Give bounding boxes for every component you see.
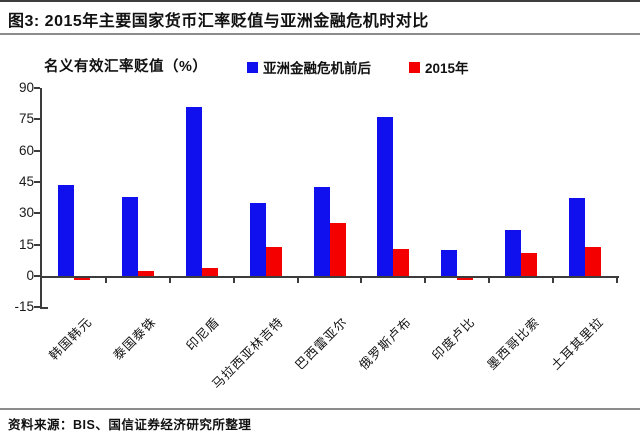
bar-2015-俄罗斯卢布 bbox=[393, 248, 410, 276]
x-axis-tick bbox=[232, 278, 235, 283]
bar-crisis-印度卢比 bbox=[441, 249, 458, 276]
top-border-line bbox=[0, 0, 640, 2]
bar-2015-泰国泰铢 bbox=[137, 270, 154, 276]
x-category-label: 俄罗斯卢布 bbox=[356, 314, 415, 373]
bar-crisis-韩国韩元 bbox=[57, 185, 74, 276]
x-category-label: 土耳其里拉 bbox=[548, 314, 606, 373]
data-source-note: 资料来源：BIS、国信证券经济研究所整理 bbox=[8, 418, 252, 432]
title-divider-line bbox=[0, 33, 640, 35]
bar-2015-巴西雷亚尔 bbox=[329, 222, 346, 276]
x-category-label: 韩国韩元 bbox=[46, 314, 95, 363]
bar-2015-马拉西亚林吉特 bbox=[265, 246, 282, 276]
legend-swatch-red-icon bbox=[409, 61, 420, 73]
y-tick-label: 45 bbox=[18, 174, 34, 189]
legend-label-2015: 2015年 bbox=[425, 61, 469, 76]
bar-crisis-土耳其里拉 bbox=[569, 197, 586, 276]
y-axis-tick bbox=[34, 306, 40, 309]
bar-crisis-马拉西亚林吉特 bbox=[249, 202, 266, 276]
y-axis-tick bbox=[34, 149, 40, 152]
x-category-label: 印尼盾 bbox=[183, 314, 223, 354]
bar-2015-印尼盾 bbox=[201, 267, 218, 276]
y-tick-label: 0 bbox=[26, 268, 34, 283]
y-tick-label: 90 bbox=[18, 80, 34, 95]
chart-legend: 亚洲金融危机前后 2015年 bbox=[247, 57, 469, 77]
y-axis-unit-label: 名义有效汇率贬值（%） bbox=[44, 59, 208, 75]
y-tick-label: -15 bbox=[14, 299, 34, 315]
x-axis-tick bbox=[616, 278, 618, 283]
bar-2015-土耳其里拉 bbox=[585, 246, 602, 276]
bar-2015-印度卢比 bbox=[457, 278, 474, 281]
x-category-label: 墨西哥比索 bbox=[484, 314, 542, 373]
y-axis-line bbox=[40, 88, 42, 310]
legend-swatch-blue-icon bbox=[247, 61, 258, 73]
bar-crisis-俄罗斯卢布 bbox=[377, 117, 394, 276]
y-tick-label: 75 bbox=[18, 111, 34, 127]
y-tick-label: 60 bbox=[18, 142, 34, 158]
figure-title: 图3: 2015年主要国家货币汇率贬值与亚洲金融危机时对比 bbox=[8, 13, 429, 30]
legend-item-crisis: 亚洲金融危机前后 bbox=[247, 57, 371, 77]
bar-crisis-巴西雷亚尔 bbox=[313, 187, 330, 276]
footer-divider-line bbox=[0, 408, 640, 410]
x-category-label: 巴西雷亚尔 bbox=[292, 314, 351, 373]
y-tick-label: 15 bbox=[18, 236, 34, 252]
x-axis-tick bbox=[360, 278, 363, 283]
y-axis-tick bbox=[34, 87, 40, 89]
y-axis-tick bbox=[34, 118, 40, 121]
x-axis-tick bbox=[104, 278, 107, 283]
x-category-label: 印度卢比 bbox=[429, 314, 479, 363]
legend-label-crisis: 亚洲金融危机前后 bbox=[263, 61, 371, 76]
bar-crisis-墨西哥比索 bbox=[505, 230, 522, 276]
y-axis-tick bbox=[34, 212, 40, 215]
x-axis-tick bbox=[168, 278, 171, 283]
y-axis-tick bbox=[34, 275, 40, 277]
bar-crisis-印尼盾 bbox=[185, 106, 202, 276]
bar-2015-韩国韩元 bbox=[73, 278, 90, 281]
y-tick-label: 30 bbox=[18, 205, 34, 221]
bar-crisis-泰国泰铢 bbox=[121, 196, 138, 276]
legend-item-2015: 2015年 bbox=[409, 57, 469, 77]
x-axis-tick bbox=[552, 278, 555, 283]
x-axis-tick bbox=[488, 278, 491, 283]
x-category-label: 泰国泰铢 bbox=[110, 314, 159, 363]
x-axis-tick bbox=[296, 278, 299, 283]
bar-2015-墨西哥比索 bbox=[521, 253, 538, 276]
x-axis-line bbox=[40, 276, 619, 278]
x-axis-tick bbox=[424, 278, 427, 283]
y-axis-tick bbox=[34, 243, 40, 246]
y-axis-tick bbox=[34, 181, 40, 183]
y-axis-end-tick bbox=[42, 307, 48, 310]
